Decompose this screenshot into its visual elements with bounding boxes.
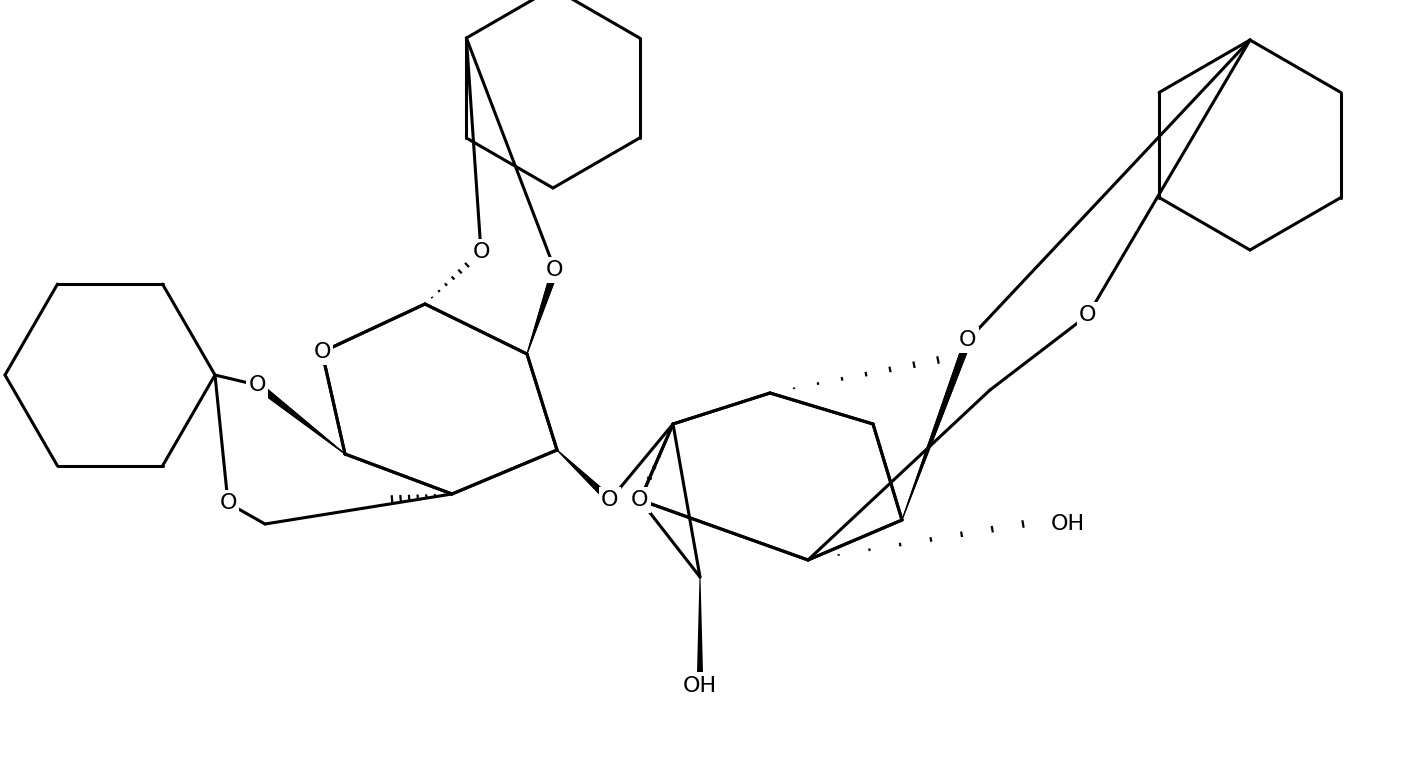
Text: O: O xyxy=(547,260,564,280)
Polygon shape xyxy=(527,269,558,354)
Text: O: O xyxy=(631,490,648,510)
Text: O: O xyxy=(313,342,331,362)
Polygon shape xyxy=(557,450,613,503)
Polygon shape xyxy=(557,450,613,503)
Polygon shape xyxy=(901,338,972,520)
Text: O: O xyxy=(473,242,490,262)
Text: O: O xyxy=(473,242,490,262)
Polygon shape xyxy=(901,338,972,520)
Text: O: O xyxy=(1080,305,1097,325)
Text: O: O xyxy=(631,490,648,510)
Text: O: O xyxy=(313,342,331,362)
Polygon shape xyxy=(254,382,346,454)
Text: O: O xyxy=(601,490,618,510)
Text: O: O xyxy=(960,330,977,350)
Text: O: O xyxy=(547,260,564,280)
Text: O: O xyxy=(601,490,618,510)
Text: O: O xyxy=(220,493,237,513)
Polygon shape xyxy=(697,577,703,672)
Text: O: O xyxy=(248,375,266,395)
Text: O: O xyxy=(960,330,977,350)
Text: O: O xyxy=(1080,305,1097,325)
Polygon shape xyxy=(254,382,346,454)
Text: O: O xyxy=(248,375,266,395)
Text: O: O xyxy=(220,493,237,513)
Polygon shape xyxy=(527,269,558,354)
Text: OH: OH xyxy=(1051,514,1085,534)
Text: OH: OH xyxy=(683,676,717,696)
